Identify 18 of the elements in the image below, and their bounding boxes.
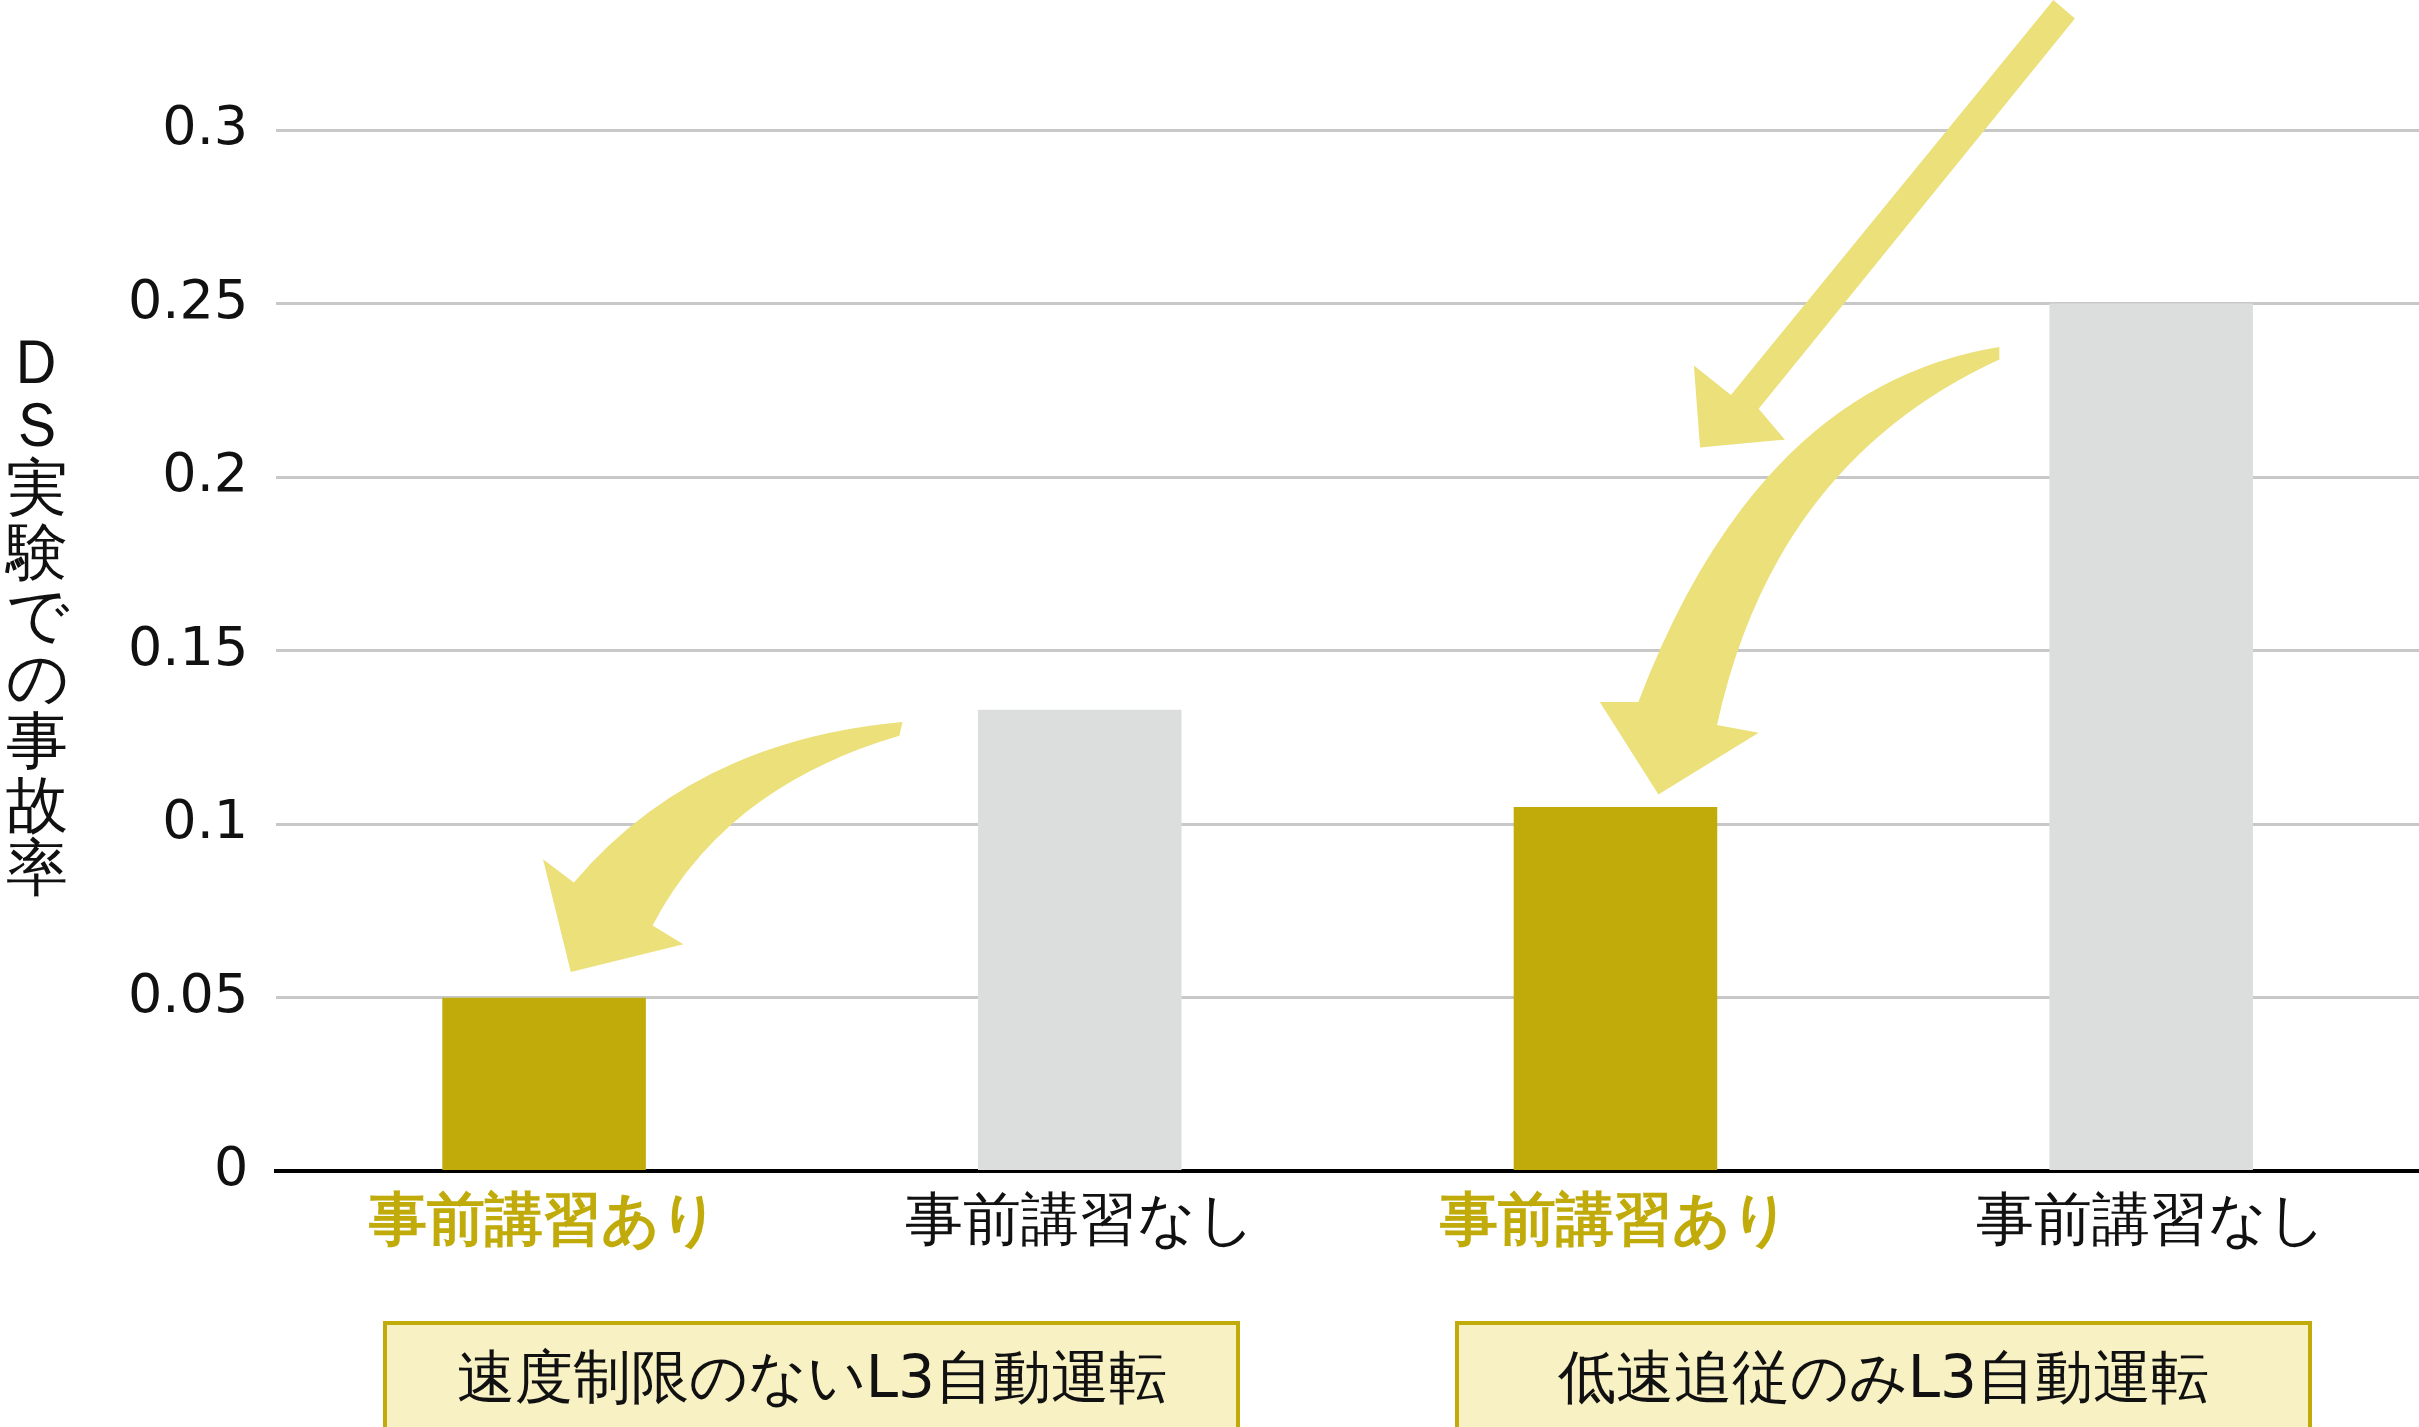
y-tick-label: 0.3: [162, 94, 249, 158]
text: 速度制限のないL3自動運転: [383, 1321, 1241, 1427]
y-tick-label: 0.25: [128, 267, 249, 331]
bar: [442, 997, 646, 1170]
x-tick-label: 事前講習あり: [368, 1185, 720, 1254]
y-tick-label: 0.1: [162, 788, 249, 852]
bar: [1513, 806, 1718, 1170]
x-tick-label: 事前講習あり: [1439, 1185, 1791, 1254]
text: 低速追従のみL3自動運転: [1454, 1321, 2312, 1427]
x-tick-label: 事前講習なし: [1976, 1185, 2327, 1254]
y-tick-label: 0.2: [162, 441, 249, 505]
y-tick-label: 0: [213, 1135, 249, 1199]
y-tick-label: 0.05: [128, 961, 249, 1025]
x-tick-label: 事前講習なし: [904, 1185, 1255, 1254]
text: ＤＳ実験での事故率: [5, 325, 69, 904]
bar: [2049, 303, 2253, 1170]
y-tick-label: 0.15: [128, 614, 249, 678]
bar: [977, 709, 1182, 1170]
